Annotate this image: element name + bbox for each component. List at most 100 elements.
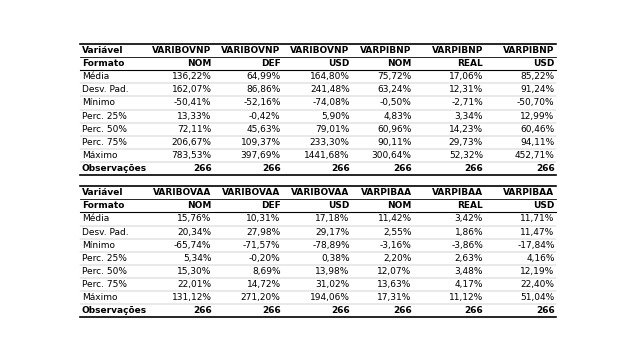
Text: 4,16%: 4,16% bbox=[526, 253, 555, 263]
Text: 75,72%: 75,72% bbox=[378, 72, 412, 81]
Text: 14,72%: 14,72% bbox=[247, 280, 281, 289]
Text: Formato: Formato bbox=[82, 201, 124, 210]
Text: 22,40%: 22,40% bbox=[520, 280, 555, 289]
Text: DEF: DEF bbox=[261, 59, 281, 68]
Text: Máximo: Máximo bbox=[82, 293, 117, 302]
Text: 85,22%: 85,22% bbox=[520, 72, 555, 81]
Text: 60,96%: 60,96% bbox=[377, 125, 412, 134]
Text: 266: 266 bbox=[331, 306, 350, 315]
Text: VARPIBNP: VARPIBNP bbox=[503, 46, 555, 55]
Text: 15,76%: 15,76% bbox=[177, 215, 212, 223]
Text: Média: Média bbox=[82, 215, 109, 223]
Text: -2,71%: -2,71% bbox=[451, 99, 483, 107]
Text: 51,04%: 51,04% bbox=[520, 293, 555, 302]
Text: 266: 266 bbox=[393, 306, 412, 315]
Text: Perc. 25%: Perc. 25% bbox=[82, 253, 127, 263]
Text: 5,34%: 5,34% bbox=[183, 253, 212, 263]
Text: 52,32%: 52,32% bbox=[449, 151, 483, 160]
Text: -52,16%: -52,16% bbox=[243, 99, 281, 107]
Text: 11,47%: 11,47% bbox=[520, 227, 555, 237]
Text: 164,80%: 164,80% bbox=[310, 72, 350, 81]
Text: -3,86%: -3,86% bbox=[451, 241, 483, 250]
Text: 266: 266 bbox=[465, 306, 483, 315]
Text: 266: 266 bbox=[193, 164, 212, 173]
Text: NOM: NOM bbox=[187, 59, 212, 68]
Text: 109,37%: 109,37% bbox=[240, 138, 281, 147]
Text: 11,42%: 11,42% bbox=[378, 215, 412, 223]
Text: Máximo: Máximo bbox=[82, 151, 117, 160]
Text: USD: USD bbox=[533, 201, 555, 210]
Text: 452,71%: 452,71% bbox=[515, 151, 555, 160]
Text: 266: 266 bbox=[193, 306, 212, 315]
Text: 2,55%: 2,55% bbox=[383, 227, 412, 237]
Text: 1,86%: 1,86% bbox=[455, 227, 483, 237]
Text: 397,69%: 397,69% bbox=[240, 151, 281, 160]
Text: VARIBOVAA: VARIBOVAA bbox=[153, 188, 212, 197]
Text: Observações: Observações bbox=[82, 164, 147, 173]
Text: VARIBOVNP: VARIBOVNP bbox=[291, 46, 350, 55]
Text: 131,12%: 131,12% bbox=[171, 293, 212, 302]
Text: Média: Média bbox=[82, 72, 109, 81]
Text: Mínimo: Mínimo bbox=[82, 99, 115, 107]
Text: 1441,68%: 1441,68% bbox=[304, 151, 350, 160]
Text: 64,99%: 64,99% bbox=[247, 72, 281, 81]
Text: 11,12%: 11,12% bbox=[449, 293, 483, 302]
Text: 27,98%: 27,98% bbox=[247, 227, 281, 237]
Text: 63,24%: 63,24% bbox=[378, 85, 412, 94]
Text: -0,50%: -0,50% bbox=[380, 99, 412, 107]
Text: Variável: Variável bbox=[82, 188, 124, 197]
Text: 60,46%: 60,46% bbox=[520, 125, 555, 134]
Text: 45,63%: 45,63% bbox=[247, 125, 281, 134]
Text: Perc. 50%: Perc. 50% bbox=[82, 267, 127, 276]
Text: 206,67%: 206,67% bbox=[171, 138, 212, 147]
Text: 3,34%: 3,34% bbox=[455, 111, 483, 121]
Text: NOM: NOM bbox=[388, 59, 412, 68]
Text: -0,20%: -0,20% bbox=[249, 253, 281, 263]
Text: 162,07%: 162,07% bbox=[171, 85, 212, 94]
Text: -74,08%: -74,08% bbox=[312, 99, 350, 107]
Text: 300,64%: 300,64% bbox=[371, 151, 412, 160]
Text: 10,31%: 10,31% bbox=[247, 215, 281, 223]
Text: 20,34%: 20,34% bbox=[178, 227, 212, 237]
Text: 266: 266 bbox=[393, 164, 412, 173]
Text: -71,57%: -71,57% bbox=[243, 241, 281, 250]
Text: VARPIBAA: VARPIBAA bbox=[361, 188, 412, 197]
Text: 29,73%: 29,73% bbox=[449, 138, 483, 147]
Text: -0,42%: -0,42% bbox=[249, 111, 281, 121]
Text: 266: 266 bbox=[465, 164, 483, 173]
Text: VARIBOVNP: VARIBOVNP bbox=[221, 46, 281, 55]
Text: 4,83%: 4,83% bbox=[383, 111, 412, 121]
Text: VARPIBAA: VARPIBAA bbox=[504, 188, 555, 197]
Text: NOM: NOM bbox=[187, 201, 212, 210]
Text: 17,18%: 17,18% bbox=[315, 215, 350, 223]
Text: 86,86%: 86,86% bbox=[247, 85, 281, 94]
Text: 13,98%: 13,98% bbox=[315, 267, 350, 276]
Text: 22,01%: 22,01% bbox=[178, 280, 212, 289]
Text: 266: 266 bbox=[262, 306, 281, 315]
Text: VARIBOVAA: VARIBOVAA bbox=[222, 188, 281, 197]
Text: VARPIBAA: VARPIBAA bbox=[432, 188, 483, 197]
Text: 266: 266 bbox=[331, 164, 350, 173]
Text: NOM: NOM bbox=[388, 201, 412, 210]
Text: 94,11%: 94,11% bbox=[520, 138, 555, 147]
Text: 13,33%: 13,33% bbox=[177, 111, 212, 121]
Text: -3,16%: -3,16% bbox=[380, 241, 412, 250]
Text: REAL: REAL bbox=[457, 59, 483, 68]
Text: 79,01%: 79,01% bbox=[315, 125, 350, 134]
Text: Desv. Pad.: Desv. Pad. bbox=[82, 227, 129, 237]
Text: Mínimo: Mínimo bbox=[82, 241, 115, 250]
Text: VARPIBNP: VARPIBNP bbox=[360, 46, 412, 55]
Text: 12,19%: 12,19% bbox=[520, 267, 555, 276]
Text: Variável: Variável bbox=[82, 46, 124, 55]
Text: DEF: DEF bbox=[261, 201, 281, 210]
Text: 90,11%: 90,11% bbox=[377, 138, 412, 147]
Text: 15,30%: 15,30% bbox=[177, 267, 212, 276]
Text: Observações: Observações bbox=[82, 306, 147, 315]
Text: Perc. 50%: Perc. 50% bbox=[82, 125, 127, 134]
Text: VARPIBNP: VARPIBNP bbox=[432, 46, 483, 55]
Text: 266: 266 bbox=[262, 164, 281, 173]
Text: 17,31%: 17,31% bbox=[377, 293, 412, 302]
Text: 241,48%: 241,48% bbox=[310, 85, 350, 94]
Text: USD: USD bbox=[533, 59, 555, 68]
Text: 91,24%: 91,24% bbox=[520, 85, 555, 94]
